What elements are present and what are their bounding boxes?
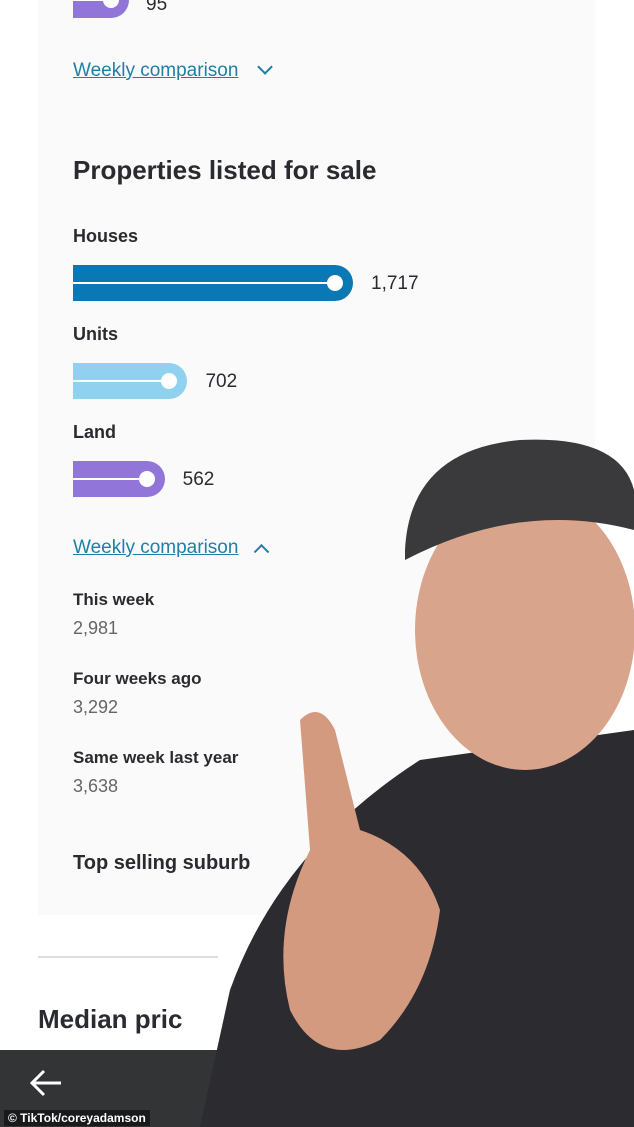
houses-label: Houses bbox=[73, 226, 139, 246]
weekly-comparison-toggle-expanded[interactable]: Weekly comparison bbox=[73, 537, 270, 560]
section-title: Properties listed for sale bbox=[73, 155, 377, 185]
four-weeks-label: Four weeks ago bbox=[73, 669, 202, 688]
divider bbox=[38, 956, 218, 958]
weekly-comparison-toggle-collapsed[interactable]: Weekly comparison bbox=[73, 59, 274, 82]
houses-value: 1,717 bbox=[371, 273, 419, 294]
median-price-heading: Median pric bbox=[38, 1004, 183, 1034]
land-value: 562 bbox=[182, 469, 215, 490]
link-label: Weekly comparison bbox=[73, 60, 239, 81]
last-year-value: 3,638 bbox=[73, 776, 119, 796]
arrow-left-icon[interactable] bbox=[28, 1068, 64, 1098]
partial-value: 95 bbox=[146, 0, 168, 15]
presenter-video-overlay bbox=[200, 439, 634, 1127]
last-year-label: Same week last year bbox=[73, 748, 239, 767]
land-label: Land bbox=[73, 422, 116, 442]
houses-bar bbox=[73, 265, 353, 301]
top-selling-heading: Top selling suburb bbox=[73, 852, 251, 874]
this-week-value: 2,981 bbox=[73, 618, 119, 638]
units-bar bbox=[73, 363, 188, 399]
land-bar-partial bbox=[73, 0, 129, 18]
link-label: Weekly comparison bbox=[73, 537, 239, 558]
land-bar bbox=[73, 461, 165, 497]
four-weeks-value: 3,292 bbox=[73, 697, 119, 717]
units-value: 702 bbox=[205, 371, 238, 392]
tiktok-credit: © TikTok/coreyadamson bbox=[4, 1110, 150, 1126]
this-week-label: This week bbox=[73, 590, 155, 609]
units-label: Units bbox=[73, 324, 118, 344]
